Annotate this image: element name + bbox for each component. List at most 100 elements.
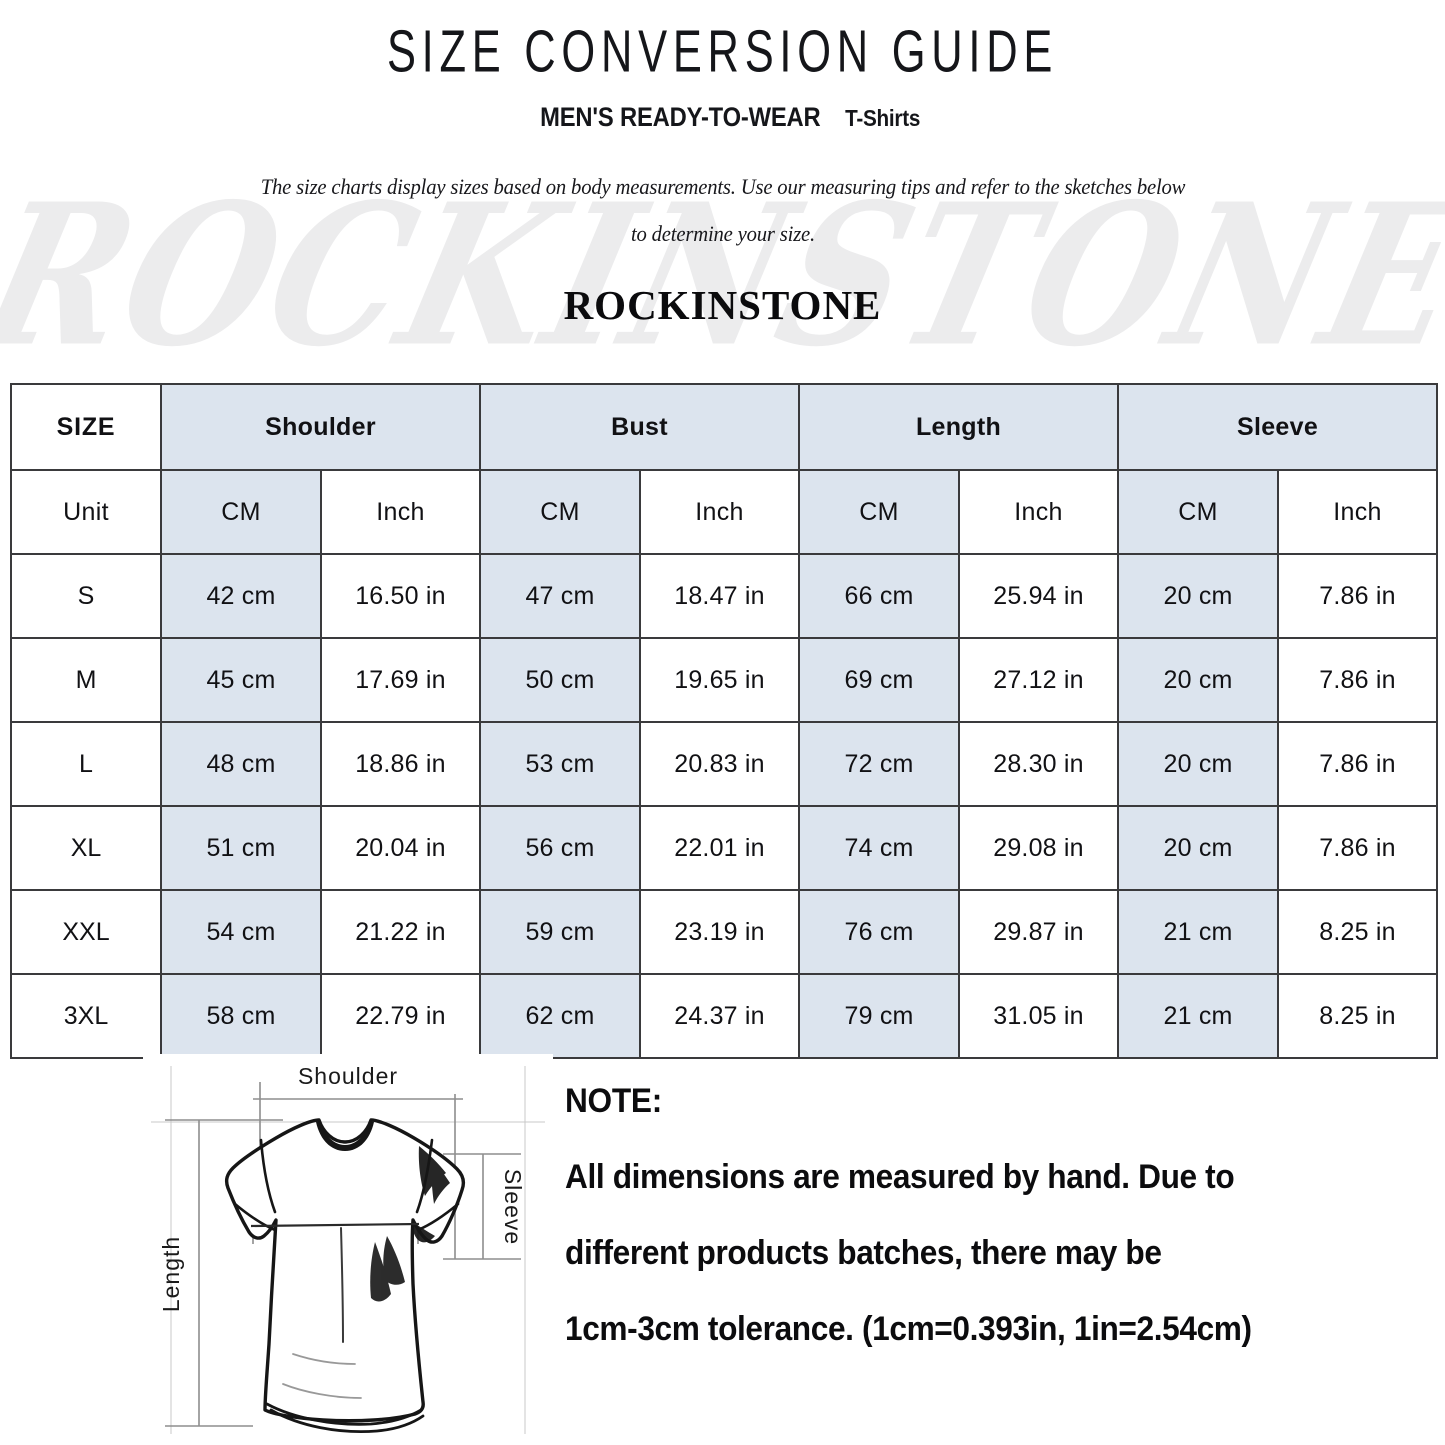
header-sleeve-inch: Inch (1277, 469, 1439, 555)
cell-shoulder-cm: 58 cm (160, 973, 322, 1059)
size-conversion-table: SIZE Shoulder Bust Length Sleeve Unit CM… (10, 383, 1439, 1059)
cell-length-inch: 29.87 in (958, 889, 1120, 975)
cell-bust-cm: 62 cm (479, 973, 641, 1059)
table-row: M 45 cm 17.69 in 50 cm 19.65 in 69 cm 27… (10, 637, 1439, 723)
page-header: SIZE CONVERSION GUIDE MEN'S READY-TO-WEA… (0, 0, 1445, 326)
cell-length-inch: 25.94 in (958, 553, 1120, 639)
table-head: SIZE Shoulder Bust Length Sleeve Unit CM… (10, 383, 1439, 555)
cell-bust-inch: 19.65 in (638, 637, 801, 723)
cell-bust-cm: 47 cm (479, 553, 641, 639)
cell-bust-inch: 23.19 in (638, 889, 801, 975)
cell-sleeve-inch: 7.86 in (1277, 637, 1439, 723)
cell-shoulder-inch: 21.22 in (320, 889, 481, 975)
table-header-groups: SIZE Shoulder Bust Length Sleeve (10, 383, 1439, 471)
cell-shoulder-cm: 42 cm (160, 553, 322, 639)
row-size-label: S (10, 553, 162, 639)
header-unit: Unit (10, 469, 162, 555)
cell-sleeve-cm: 21 cm (1117, 973, 1280, 1059)
cell-shoulder-cm: 48 cm (160, 721, 322, 807)
header-bust-inch: Inch (638, 469, 801, 555)
cell-sleeve-cm: 20 cm (1117, 637, 1280, 723)
table-row: 3XL 58 cm 22.79 in 62 cm 24.37 in 79 cm … (10, 973, 1439, 1059)
table-body: S 42 cm 16.50 in 47 cm 18.47 in 66 cm 25… (10, 553, 1439, 1059)
cell-sleeve-inch: 7.86 in (1277, 553, 1439, 639)
cell-shoulder-inch: 16.50 in (320, 553, 481, 639)
brand-name: ROCKINSTONE (563, 281, 882, 328)
subtitle-product: T-Shirts (845, 104, 921, 131)
cell-bust-inch: 18.47 in (638, 553, 801, 639)
diagram-length-label: Length (158, 1236, 184, 1312)
header-length-cm: CM (798, 469, 961, 555)
cell-bust-inch: 20.83 in (638, 721, 801, 807)
subtitle-category: MEN'S READY-TO-WEAR (539, 101, 821, 132)
cell-sleeve-cm: 21 cm (1117, 889, 1280, 975)
header-length-inch: Inch (958, 469, 1120, 555)
table-header-units: Unit CM Inch CM Inch CM Inch CM Inch (10, 469, 1439, 555)
table-row: S 42 cm 16.50 in 47 cm 18.47 in 66 cm 25… (10, 553, 1439, 639)
header-bust-cm: CM (479, 469, 641, 555)
table-row: XL 51 cm 20.04 in 56 cm 22.01 in 74 cm 2… (10, 805, 1439, 891)
cell-length-inch: 31.05 in (958, 973, 1120, 1059)
cell-shoulder-inch: 22.79 in (320, 973, 481, 1059)
cell-shoulder-inch: 18.86 in (320, 721, 481, 807)
diagram-shoulder-label: Shoulder (298, 1063, 398, 1089)
cell-length-cm: 74 cm (798, 805, 961, 891)
diagram-sleeve-label: Sleeve (500, 1169, 526, 1245)
cell-length-cm: 69 cm (798, 637, 961, 723)
cell-length-inch: 29.08 in (958, 805, 1120, 891)
cell-bust-cm: 56 cm (479, 805, 641, 891)
cell-length-cm: 79 cm (798, 973, 961, 1059)
cell-sleeve-inch: 7.86 in (1277, 721, 1439, 807)
note-line-3: 1cm-3cm tolerance. (1cm=0.393in, 1in=2.5… (565, 1310, 1252, 1348)
header-shoulder-cm: CM (160, 469, 322, 555)
row-size-label: L (10, 721, 162, 807)
page-title: SIZE CONVERSION GUIDE (386, 19, 1059, 86)
cell-shoulder-cm: 54 cm (160, 889, 322, 975)
page-subtitle: MEN'S READY-TO-WEAR T-Shirts (0, 79, 1445, 131)
cell-sleeve-cm: 20 cm (1117, 721, 1280, 807)
header-group-length: Length (798, 383, 1120, 471)
cell-length-cm: 66 cm (798, 553, 961, 639)
row-size-label: XXL (10, 889, 162, 975)
cell-shoulder-cm: 45 cm (160, 637, 322, 723)
note-line-2: different products batches, there may be (565, 1234, 1162, 1272)
row-size-label: XL (10, 805, 162, 891)
cell-bust-cm: 50 cm (479, 637, 641, 723)
cell-shoulder-inch: 17.69 in (320, 637, 481, 723)
header-sleeve-cm: CM (1117, 469, 1280, 555)
table-row: L 48 cm 18.86 in 53 cm 20.83 in 72 cm 28… (10, 721, 1439, 807)
cell-length-cm: 76 cm (798, 889, 961, 975)
tshirt-measurement-diagram: Shoulder Length Sleeve Bust (143, 1054, 553, 1445)
size-table-container: SIZE Shoulder Bust Length Sleeve Unit CM… (10, 383, 1439, 1059)
cell-shoulder-cm: 51 cm (160, 805, 322, 891)
header-group-sleeve: Sleeve (1117, 383, 1439, 471)
cell-bust-cm: 59 cm (479, 889, 641, 975)
cell-bust-inch: 22.01 in (638, 805, 801, 891)
tshirt-fold-shading (370, 1236, 405, 1302)
bust-measure-line (250, 1222, 420, 1228)
bottom-section: Shoulder Length Sleeve Bust (0, 1046, 1445, 1445)
cell-sleeve-inch: 7.86 in (1277, 805, 1439, 891)
row-size-label: 3XL (10, 973, 162, 1059)
cell-length-inch: 28.30 in (958, 721, 1120, 807)
header-shoulder-inch: Inch (320, 469, 481, 555)
cell-length-inch: 27.12 in (958, 637, 1120, 723)
tshirt-collar (316, 1120, 374, 1151)
cell-sleeve-cm: 20 cm (1117, 553, 1280, 639)
cell-bust-cm: 53 cm (479, 721, 641, 807)
header-group-bust: Bust (478, 383, 801, 471)
table-row: XXL 54 cm 21.22 in 59 cm 23.19 in 76 cm … (10, 889, 1439, 975)
cell-sleeve-inch: 8.25 in (1277, 889, 1439, 975)
note-line-1: All dimensions are measured by hand. Due… (565, 1158, 1235, 1196)
header-size: SIZE (10, 383, 162, 471)
page-description: The size charts display sizes based on b… (260, 173, 1185, 246)
cell-sleeve-cm: 20 cm (1117, 805, 1280, 891)
note-block: NOTE: All dimensions are measured by han… (565, 1084, 1385, 1346)
cell-shoulder-inch: 20.04 in (320, 805, 481, 891)
cell-bust-inch: 24.37 in (638, 973, 801, 1059)
header-group-shoulder: Shoulder (160, 383, 481, 471)
row-size-label: M (10, 637, 162, 723)
note-heading: NOTE: (565, 1082, 662, 1120)
cell-length-cm: 72 cm (798, 721, 961, 807)
cell-sleeve-inch: 8.25 in (1277, 973, 1439, 1059)
